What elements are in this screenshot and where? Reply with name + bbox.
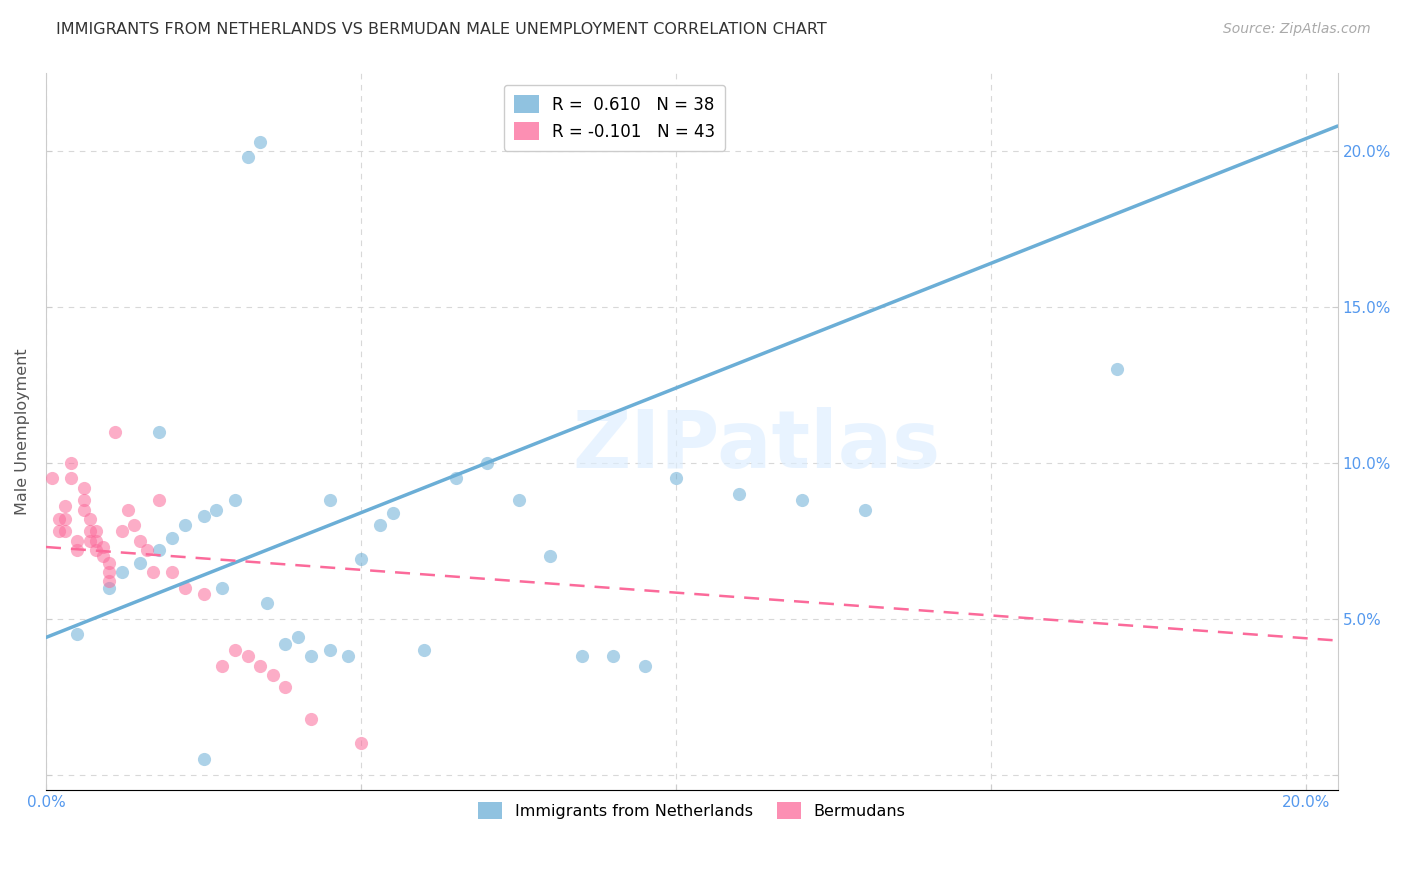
Point: [413, 643, 436, 657]
Text: IMMIGRANTS FROM NETHERLANDS VS BERMUDAN MALE UNEMPLOYMENT CORRELATION CHART: IMMIGRANTS FROM NETHERLANDS VS BERMUDAN …: [56, 22, 827, 37]
Point: [104, 425, 127, 439]
Point: [148, 425, 170, 439]
Point: [633, 658, 655, 673]
Point: [53, 512, 76, 526]
Point: [274, 681, 297, 695]
Point: [73, 502, 96, 516]
Point: [538, 549, 561, 564]
Point: [193, 752, 215, 766]
Point: [73, 493, 96, 508]
Point: [193, 587, 215, 601]
Point: [135, 543, 157, 558]
Point: [299, 649, 322, 664]
Point: [148, 543, 170, 558]
Point: [79, 524, 101, 539]
Point: [299, 712, 322, 726]
Point: [86, 543, 108, 558]
Point: [318, 493, 340, 508]
Point: [66, 533, 89, 548]
Point: [173, 518, 195, 533]
Point: [110, 524, 132, 539]
Point: [193, 508, 215, 523]
Point: [91, 549, 114, 564]
Point: [249, 135, 271, 149]
Point: [571, 649, 593, 664]
Point: [129, 533, 152, 548]
Point: [160, 531, 183, 545]
Point: [224, 643, 246, 657]
Point: [1107, 362, 1129, 376]
Point: [318, 643, 340, 657]
Point: [262, 668, 284, 682]
Point: [98, 565, 121, 579]
Point: [110, 565, 132, 579]
Point: [98, 581, 121, 595]
Point: [117, 502, 139, 516]
Point: [66, 627, 89, 641]
Point: [53, 524, 76, 539]
Point: [602, 649, 624, 664]
Point: [475, 456, 498, 470]
Point: [853, 502, 876, 516]
Text: Source: ZipAtlas.com: Source: ZipAtlas.com: [1223, 22, 1371, 37]
Point: [236, 649, 259, 664]
Point: [160, 565, 183, 579]
Point: [98, 556, 121, 570]
Point: [249, 658, 271, 673]
Point: [665, 471, 688, 485]
Point: [73, 481, 96, 495]
Point: [350, 552, 373, 566]
Point: [368, 518, 391, 533]
Point: [60, 471, 83, 485]
Point: [792, 493, 814, 508]
Legend: Immigrants from Netherlands, Bermudans: Immigrants from Netherlands, Bermudans: [472, 796, 912, 825]
Point: [122, 518, 145, 533]
Point: [236, 150, 259, 164]
Point: [142, 565, 165, 579]
Point: [60, 456, 83, 470]
Point: [129, 556, 152, 570]
Point: [444, 471, 467, 485]
Point: [256, 596, 278, 610]
Point: [86, 524, 108, 539]
Point: [350, 736, 373, 750]
Text: ZIPatlas: ZIPatlas: [572, 407, 941, 485]
Point: [287, 631, 309, 645]
Y-axis label: Male Unemployment: Male Unemployment: [15, 348, 30, 515]
Point: [173, 581, 195, 595]
Point: [86, 533, 108, 548]
Point: [48, 512, 70, 526]
Point: [211, 581, 233, 595]
Point: [224, 493, 246, 508]
Point: [508, 493, 530, 508]
Point: [381, 506, 404, 520]
Point: [98, 574, 121, 589]
Point: [211, 658, 233, 673]
Point: [79, 512, 101, 526]
Point: [66, 543, 89, 558]
Point: [337, 649, 360, 664]
Point: [91, 540, 114, 554]
Point: [53, 500, 76, 514]
Point: [48, 524, 70, 539]
Point: [274, 637, 297, 651]
Point: [41, 471, 63, 485]
Point: [728, 487, 751, 501]
Point: [148, 493, 170, 508]
Point: [205, 502, 228, 516]
Point: [79, 533, 101, 548]
